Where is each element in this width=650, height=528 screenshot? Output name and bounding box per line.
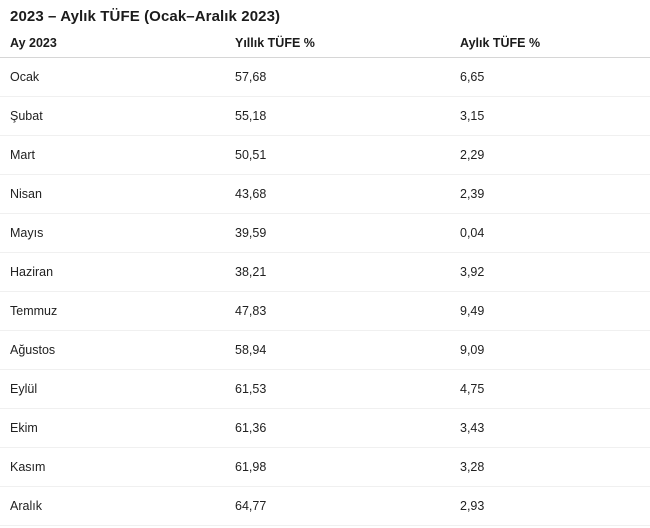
table-header-row: Ay 2023 Yıllık TÜFE % Aylık TÜFE % [0,27,650,58]
cell-annual-tufe: 61,36 [225,408,450,448]
cell-monthly-tufe: 3,43 [450,408,650,448]
cell-annual-tufe: 39,59 [225,213,450,253]
table-row: Şubat 55,18 3,15 [0,96,650,136]
cell-annual-tufe: 47,83 [225,291,450,331]
cell-monthly-tufe: 9,09 [450,330,650,370]
column-header-monthly-tufe: Aylık TÜFE % [450,27,650,58]
column-header-annual-tufe: Yıllık TÜFE % [225,27,450,58]
cell-annual-tufe: 55,18 [225,96,450,136]
cell-annual-tufe: 43,68 [225,174,450,214]
cell-month: Mart [0,135,225,175]
table-row: Ocak 57,68 6,65 [0,57,650,97]
table-row: Mayıs 39,59 0,04 [0,213,650,253]
cell-month: Kasım [0,447,225,487]
cell-monthly-tufe: 3,15 [450,96,650,136]
cell-monthly-tufe: 3,28 [450,447,650,487]
cell-month: Ekim [0,408,225,448]
cell-monthly-tufe: 2,39 [450,174,650,214]
cell-monthly-tufe: 2,93 [450,486,650,526]
cell-annual-tufe: 61,53 [225,369,450,409]
table-row: Ekim 61,36 3,43 [0,408,650,448]
cell-month: Temmuz [0,291,225,331]
cell-monthly-tufe: 9,49 [450,291,650,331]
table-body: Ocak 57,68 6,65 Şubat 55,18 3,15 Mart 50,51 2,29… [0,57,650,526]
cell-month: Mayıs [0,213,225,253]
cell-month: Aralık [0,486,225,526]
table-row: Kasım 61,98 3,28 [0,447,650,487]
cell-annual-tufe: 64,77 [225,486,450,526]
table-row: Eylül 61,53 4,75 [0,369,650,409]
tufe-table: Ay 2023 Yıllık TÜFE % Aylık TÜFE % Ocak 5… [0,27,650,526]
table-row: Mart 50,51 2,29 [0,135,650,175]
cell-month: Haziran [0,252,225,292]
cell-month: Eylül [0,369,225,409]
table-row: Nisan 43,68 2,39 [0,174,650,214]
cell-annual-tufe: 57,68 [225,57,450,97]
cell-monthly-tufe: 3,92 [450,252,650,292]
table-row: Temmuz 47,83 9,49 [0,291,650,331]
cell-monthly-tufe: 4,75 [450,369,650,409]
cell-month: Ağustos [0,330,225,370]
cell-month: Şubat [0,96,225,136]
cell-annual-tufe: 38,21 [225,252,450,292]
cell-annual-tufe: 58,94 [225,330,450,370]
cell-monthly-tufe: 0,04 [450,213,650,253]
table-row: Ağustos 58,94 9,09 [0,330,650,370]
table-row: Haziran 38,21 3,92 [0,252,650,292]
column-header-month: Ay 2023 [0,27,225,58]
cell-annual-tufe: 50,51 [225,135,450,175]
cell-monthly-tufe: 2,29 [450,135,650,175]
cell-annual-tufe: 61,98 [225,447,450,487]
cell-month: Nisan [0,174,225,214]
page-title: 2023 – Aylık TÜFE (Ocak–Aralık 2023) [10,8,281,25]
cell-monthly-tufe: 6,65 [450,57,650,97]
cell-month: Ocak [0,57,225,97]
table-row: Aralık 64,77 2,93 [0,486,650,526]
